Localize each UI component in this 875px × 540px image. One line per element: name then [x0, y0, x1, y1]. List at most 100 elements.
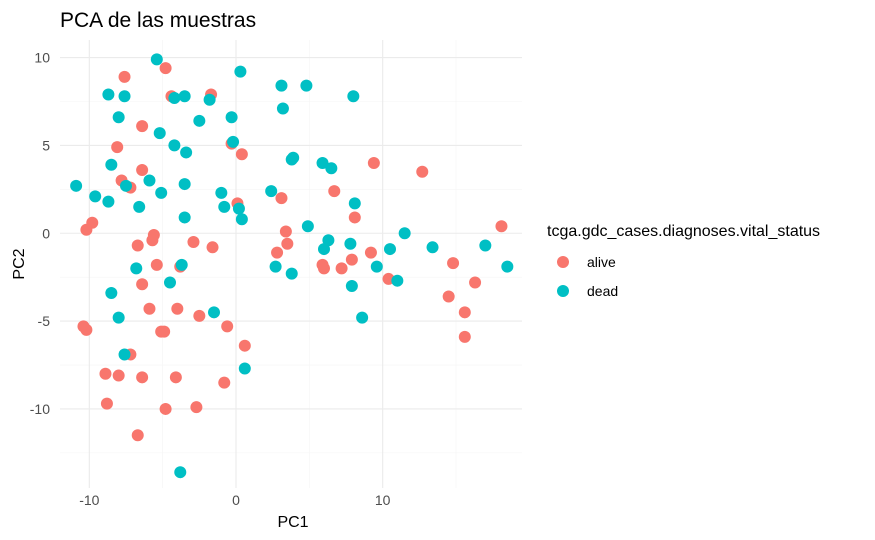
point-dead [112, 111, 125, 124]
point-alive [335, 262, 348, 275]
point-dead [356, 311, 369, 324]
point-dead [218, 200, 231, 213]
point-dead [275, 79, 288, 92]
point-dead [164, 276, 176, 289]
point-dead [193, 114, 206, 127]
chart-title: PCA de las muestras [60, 9, 256, 32]
point-dead [391, 274, 404, 287]
y-axis-title: PC2 [11, 248, 28, 279]
point-dead [316, 156, 329, 169]
point-dead [178, 211, 191, 224]
y-tick-label: 10 [34, 50, 50, 66]
data-points [70, 53, 514, 479]
point-dead [89, 190, 102, 203]
y-tick-label: 0 [42, 225, 50, 241]
point-alive [458, 330, 471, 343]
point-alive [495, 220, 508, 233]
legend-key-alive [557, 256, 569, 268]
point-dead [318, 243, 330, 256]
point-dead [118, 90, 131, 103]
point-alive [158, 325, 171, 338]
point-dead [348, 197, 361, 210]
point-alive [235, 148, 248, 161]
point-dead [203, 93, 216, 106]
y-tick-label: 5 [42, 137, 50, 153]
point-alive [442, 290, 455, 303]
point-alive [136, 278, 149, 291]
point-dead [426, 241, 439, 254]
x-tick-label: 0 [232, 492, 240, 508]
point-alive [364, 246, 377, 259]
point-dead [105, 286, 118, 299]
point-alive [136, 120, 149, 133]
point-dead [285, 267, 298, 280]
point-alive [238, 339, 251, 352]
point-alive [131, 239, 144, 252]
point-alive [118, 70, 131, 83]
point-dead [235, 213, 248, 226]
point-dead [345, 279, 358, 292]
point-alive [136, 371, 149, 384]
point-alive [469, 276, 482, 289]
point-alive [221, 320, 234, 333]
point-alive [146, 234, 159, 247]
point-dead [347, 90, 360, 103]
point-alive [218, 376, 231, 389]
point-dead [300, 79, 313, 92]
point-alive [150, 258, 163, 271]
point-dead [238, 362, 251, 375]
point-alive [159, 62, 172, 75]
point-alive [190, 401, 203, 414]
y-axis-ticks: -10 -5 0 5 10 [30, 50, 50, 417]
point-dead [269, 260, 282, 273]
legend-title: tcga.gdc_cases.diagnoses.vital_status [547, 223, 820, 240]
point-dead [178, 90, 191, 103]
point-alive [458, 306, 471, 319]
point-dead [227, 135, 240, 148]
point-dead [234, 65, 247, 78]
point-alive [171, 302, 184, 315]
point-dead [479, 239, 492, 252]
point-dead [501, 260, 514, 273]
point-dead [155, 186, 168, 199]
x-tick-label: -10 [79, 492, 99, 508]
point-dead [102, 88, 115, 101]
point-alive [416, 165, 429, 178]
x-tick-label: 10 [375, 492, 391, 508]
point-alive [275, 192, 288, 205]
point-dead [150, 53, 163, 66]
point-alive [345, 253, 358, 266]
point-dead [398, 227, 411, 240]
legend: tcga.gdc_cases.diagnoses.vital_status al… [547, 223, 820, 299]
point-dead [325, 162, 338, 175]
point-dead [118, 348, 131, 361]
point-alive [100, 397, 113, 410]
point-alive [271, 246, 284, 259]
point-dead [232, 202, 245, 215]
point-dead [301, 220, 314, 233]
point-alive [99, 367, 112, 380]
point-alive [80, 223, 93, 236]
point-alive [447, 257, 460, 270]
y-tick-label: -10 [30, 401, 50, 417]
point-dead [174, 466, 187, 479]
point-dead [105, 158, 118, 171]
point-alive [206, 241, 219, 254]
point-alive [159, 402, 172, 415]
point-alive [131, 429, 144, 442]
point-dead [175, 258, 188, 271]
y-tick-label: -5 [38, 313, 51, 329]
legend-items: alive dead [557, 254, 618, 299]
point-alive [367, 156, 380, 169]
point-dead [120, 179, 132, 192]
point-dead [178, 178, 191, 191]
x-axis-title: PC1 [277, 514, 308, 531]
point-dead [285, 153, 298, 166]
point-alive [136, 164, 149, 177]
point-dead [153, 127, 166, 140]
point-dead [168, 91, 181, 104]
point-alive [112, 369, 125, 382]
point-dead [102, 195, 115, 208]
point-dead [143, 174, 156, 187]
